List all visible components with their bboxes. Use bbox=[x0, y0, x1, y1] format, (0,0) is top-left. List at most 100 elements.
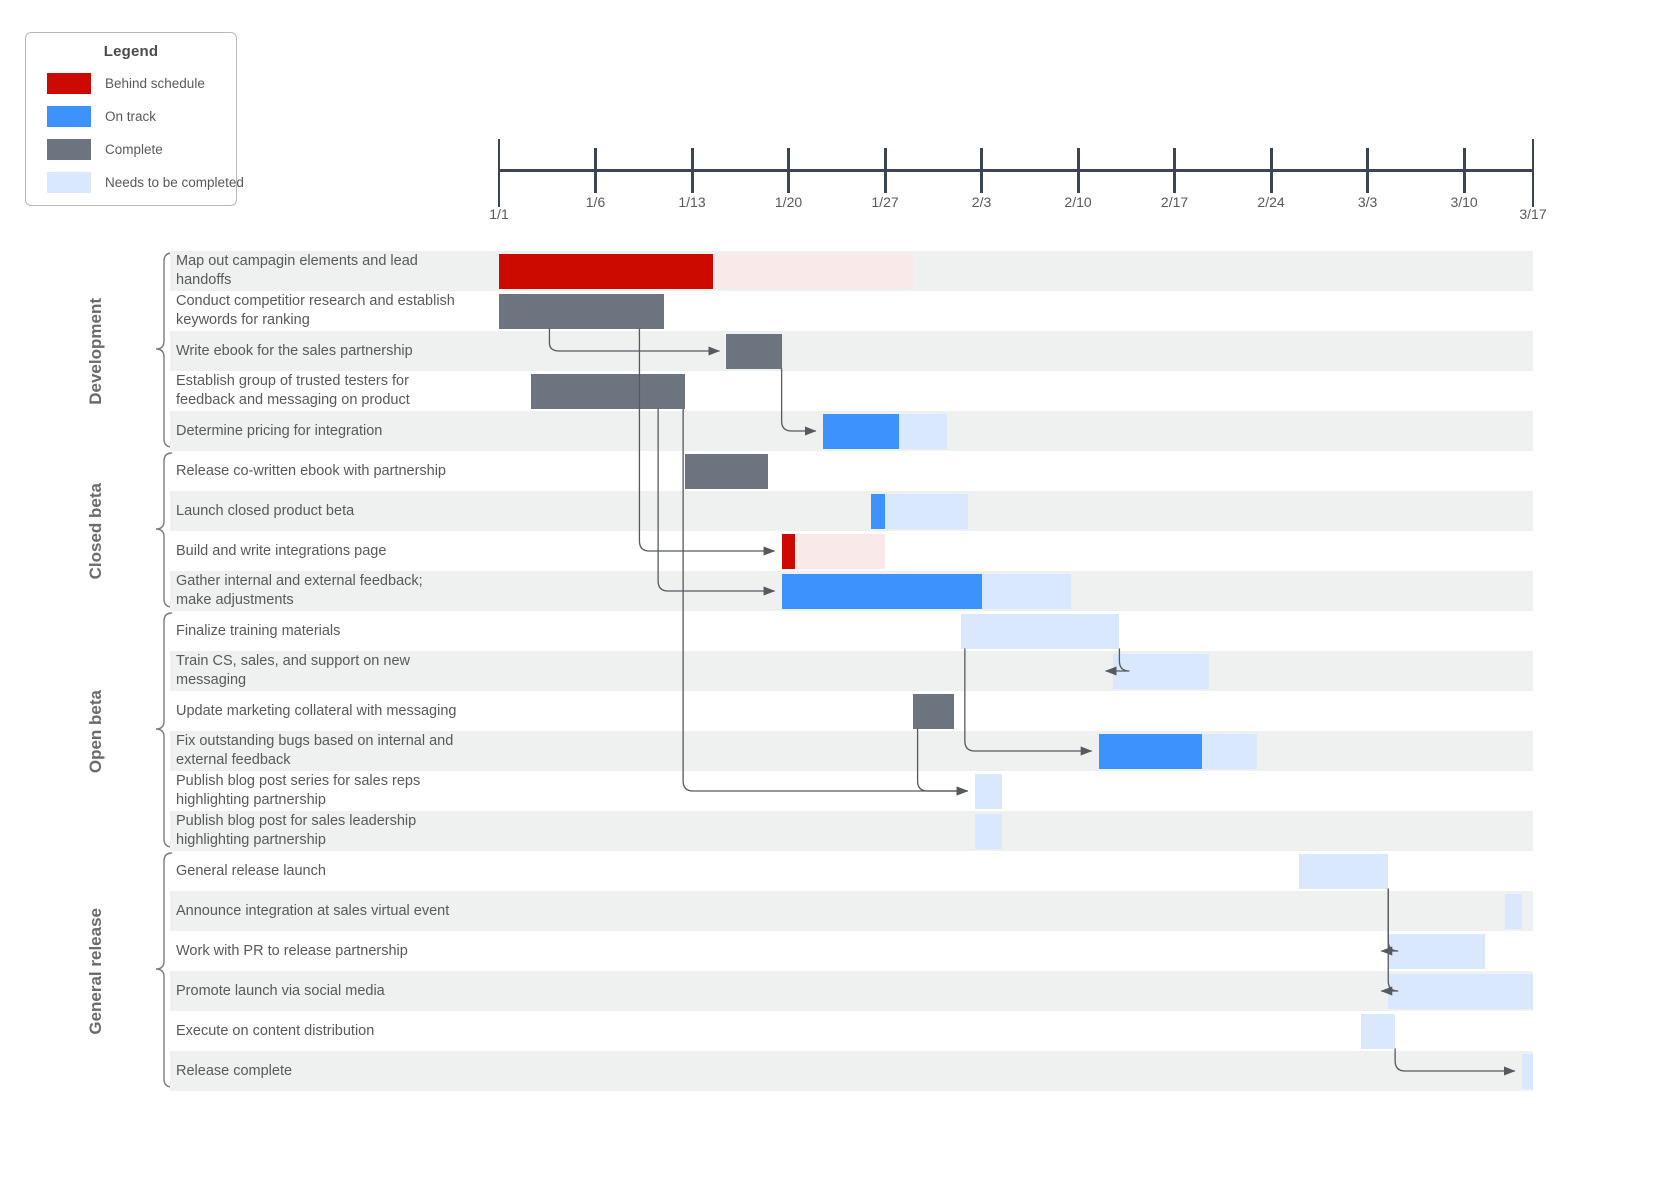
row-background bbox=[170, 971, 1533, 1011]
legend-item-label: Behind schedule bbox=[105, 75, 205, 91]
task-bar-progress[interactable] bbox=[685, 453, 768, 489]
legend-color-swatch bbox=[47, 171, 91, 193]
task-label: Release co-written ebook with partnershi… bbox=[176, 462, 446, 479]
task-label: Write ebook for the sales partnership bbox=[176, 342, 413, 359]
task-label: Update marketing collateral with messagi… bbox=[176, 702, 457, 719]
group-brace bbox=[155, 252, 173, 448]
gantt-task-row[interactable]: General release launch bbox=[170, 851, 1533, 891]
legend-color-swatch bbox=[47, 105, 91, 127]
gantt-task-row[interactable]: Write ebook for the sales partnership bbox=[170, 331, 1533, 371]
task-bar-track bbox=[460, 811, 1533, 851]
gantt-task-row[interactable]: Release co-written ebook with partnershi… bbox=[170, 451, 1533, 491]
task-bar-track bbox=[460, 1011, 1533, 1051]
task-bar-track bbox=[460, 611, 1533, 651]
task-bar-progress[interactable] bbox=[499, 293, 665, 329]
legend-item: Complete bbox=[36, 138, 226, 160]
task-bar-progress[interactable] bbox=[1098, 733, 1203, 769]
task-bar-track bbox=[460, 251, 1533, 291]
task-bar-remaining[interactable] bbox=[1360, 1013, 1396, 1049]
task-bar-track bbox=[460, 931, 1533, 971]
task-label: Conduct competitior research and establi… bbox=[176, 293, 455, 328]
gantt-task-row[interactable]: Conduct competitior research and establi… bbox=[170, 291, 1533, 331]
gantt-task-row[interactable]: Map out campagin elements and lead hando… bbox=[170, 251, 1533, 291]
legend-item-label: Complete bbox=[105, 141, 163, 157]
task-bar-remaining[interactable] bbox=[1202, 733, 1258, 769]
legend-item: On track bbox=[36, 105, 226, 127]
task-bar-track bbox=[460, 771, 1533, 811]
legend-item-label: Needs to be completed bbox=[105, 174, 244, 190]
task-bar-progress[interactable] bbox=[781, 573, 982, 609]
task-label: Promote launch via social media bbox=[176, 982, 385, 999]
task-bar-track bbox=[460, 731, 1533, 771]
task-label: Work with PR to release partnership bbox=[176, 942, 408, 959]
task-bar-progress[interactable] bbox=[871, 493, 886, 529]
task-bar-track bbox=[460, 891, 1533, 931]
task-label: Launch closed product beta bbox=[176, 502, 355, 519]
task-bar-remaining[interactable] bbox=[974, 773, 1003, 809]
task-bar-remaining[interactable] bbox=[960, 613, 1120, 649]
task-label: Establish group of trusted testers for f… bbox=[176, 373, 410, 408]
task-bar-track bbox=[460, 851, 1533, 891]
task-label: General release launch bbox=[176, 862, 326, 879]
gantt-task-row[interactable]: Fix outstanding bugs based on internal a… bbox=[170, 731, 1533, 771]
legend-item: Behind schedule bbox=[36, 72, 226, 94]
task-label: Publish blog post for sales leadership h… bbox=[176, 813, 417, 848]
task-label: Build and write integrations page bbox=[176, 542, 387, 559]
task-bar-remaining[interactable] bbox=[1388, 973, 1533, 1009]
task-bar-track bbox=[460, 691, 1533, 731]
task-bar-track bbox=[460, 651, 1533, 691]
gantt-task-row[interactable]: Promote launch via social media bbox=[170, 971, 1533, 1011]
task-bar-remaining[interactable] bbox=[795, 533, 886, 569]
task-bar-remaining[interactable] bbox=[1298, 853, 1389, 889]
task-bar-remaining[interactable] bbox=[974, 813, 1003, 849]
task-bar-remaining[interactable] bbox=[712, 253, 913, 289]
gantt-task-row[interactable]: Announce integration at sales virtual ev… bbox=[170, 891, 1533, 931]
task-bar-track bbox=[460, 291, 1533, 331]
gantt-task-row[interactable]: Establish group of trusted testers for f… bbox=[170, 371, 1533, 411]
legend-item: Needs to be completed bbox=[36, 171, 244, 193]
legend-color-swatch bbox=[47, 72, 91, 94]
gantt-task-row[interactable]: Build and write integrations page bbox=[170, 531, 1533, 571]
task-bar-remaining[interactable] bbox=[898, 413, 948, 449]
gantt-task-row[interactable]: Release complete bbox=[170, 1051, 1533, 1091]
task-bar-remaining[interactable] bbox=[981, 573, 1072, 609]
task-label: Publish blog post series for sales reps … bbox=[176, 773, 421, 808]
gantt-task-row[interactable]: Train CS, sales, and support on new mess… bbox=[170, 651, 1533, 691]
row-background bbox=[170, 891, 1533, 931]
gantt-task-row[interactable]: Publish blog post for sales leadership h… bbox=[170, 811, 1533, 851]
task-bar-remaining[interactable] bbox=[1388, 933, 1485, 969]
task-bar-progress[interactable] bbox=[499, 253, 713, 289]
row-background bbox=[170, 811, 1533, 851]
gantt-task-row[interactable]: Finalize training materials bbox=[170, 611, 1533, 651]
gantt-task-row[interactable]: Work with PR to release partnership bbox=[170, 931, 1533, 971]
task-label: Fix outstanding bugs based on internal a… bbox=[176, 733, 454, 768]
legend-color-swatch bbox=[47, 138, 91, 160]
task-bar-remaining[interactable] bbox=[1112, 653, 1209, 689]
task-bar-progress[interactable] bbox=[530, 373, 686, 409]
row-background bbox=[170, 331, 1533, 371]
gantt-task-row[interactable]: Execute on content distribution bbox=[170, 1011, 1533, 1051]
task-bar-track bbox=[460, 971, 1533, 1011]
legend-panel: Legend Behind schedule On track Complete Ne… bbox=[25, 32, 244, 206]
task-bar-progress[interactable] bbox=[726, 333, 782, 369]
task-bar-progress[interactable] bbox=[781, 533, 796, 569]
gantt-task-row[interactable]: Launch closed product beta bbox=[170, 491, 1533, 531]
legend-items: Behind schedule On track Complete Needs to … bbox=[36, 72, 244, 193]
gantt-task-row[interactable]: Publish blog post series for sales reps … bbox=[170, 771, 1533, 811]
task-bar-track bbox=[460, 531, 1533, 571]
gantt-task-row[interactable]: Gather internal and external feedback; m… bbox=[170, 571, 1533, 611]
group-brace bbox=[155, 852, 173, 1088]
task-label: Map out campagin elements and lead hando… bbox=[176, 253, 418, 288]
gantt-task-row[interactable]: Determine pricing for integration bbox=[170, 411, 1533, 451]
group-brace bbox=[155, 452, 173, 608]
group-brace bbox=[155, 612, 173, 848]
task-bar-track bbox=[460, 411, 1533, 451]
gantt-task-row[interactable]: Update marketing collateral with messagi… bbox=[170, 691, 1533, 731]
task-bar-remaining[interactable] bbox=[1521, 1053, 1533, 1089]
task-bar-progress[interactable] bbox=[822, 413, 899, 449]
task-bar-remaining[interactable] bbox=[885, 493, 968, 529]
row-background bbox=[170, 1051, 1533, 1091]
task-bar-progress[interactable] bbox=[912, 693, 954, 729]
task-bar-remaining[interactable] bbox=[1505, 893, 1522, 929]
